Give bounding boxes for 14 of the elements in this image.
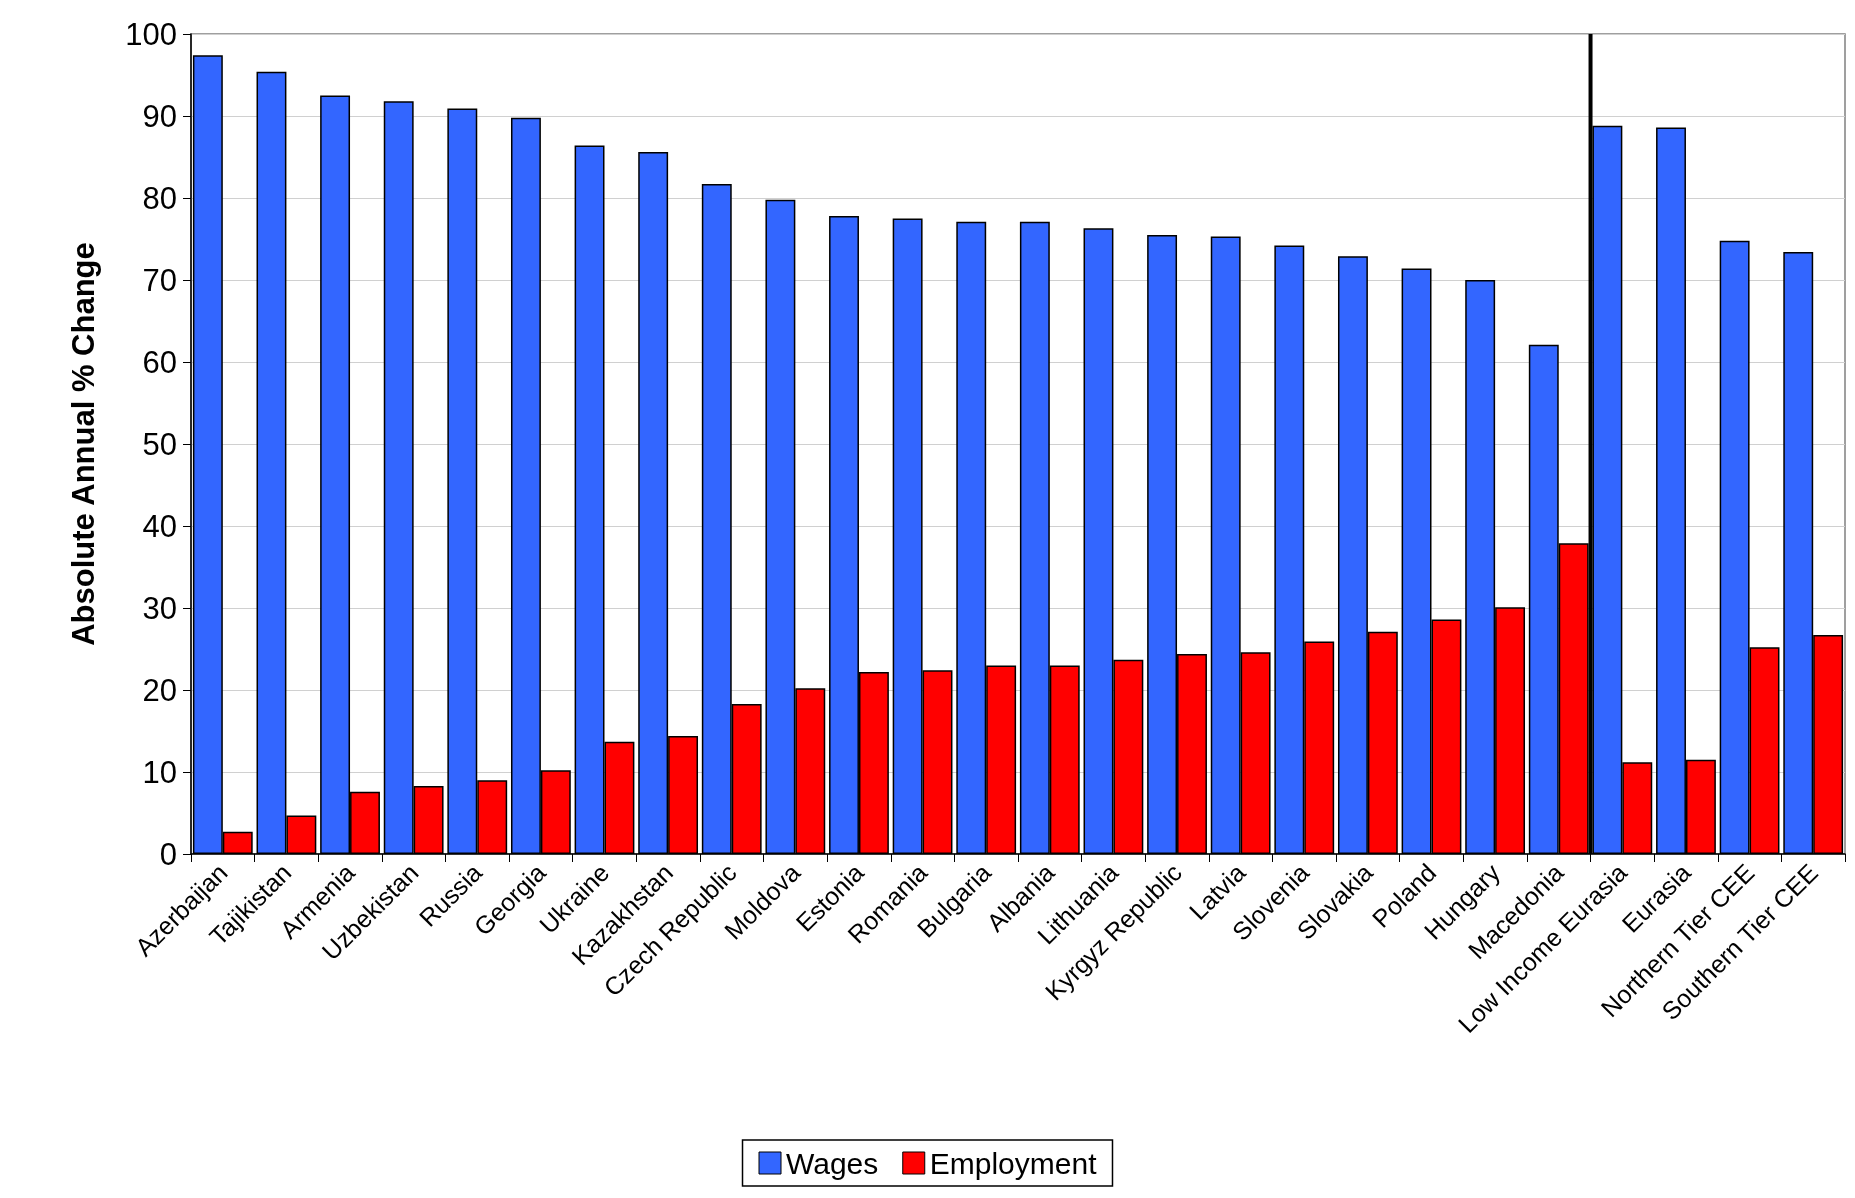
- y-tick-label: 70: [142, 262, 177, 298]
- y-tick-label: 20: [142, 672, 177, 708]
- y-tick-label: 80: [142, 180, 177, 216]
- y-tick-label: 30: [142, 590, 177, 626]
- y-tick-label: 50: [142, 426, 177, 462]
- legend-label: Employment: [929, 1146, 1098, 1180]
- y-axis-title: Absolute Annual % Change: [66, 242, 101, 646]
- y-tick-label: 60: [142, 344, 177, 380]
- y-tick-label: 90: [142, 98, 177, 134]
- y-tick-label: 10: [142, 754, 177, 790]
- y-tick-label: 40: [142, 508, 177, 544]
- legend-label: Wages: [786, 1146, 879, 1180]
- y-tick-label: 0: [159, 836, 177, 872]
- y-tick-label: 100: [125, 16, 177, 52]
